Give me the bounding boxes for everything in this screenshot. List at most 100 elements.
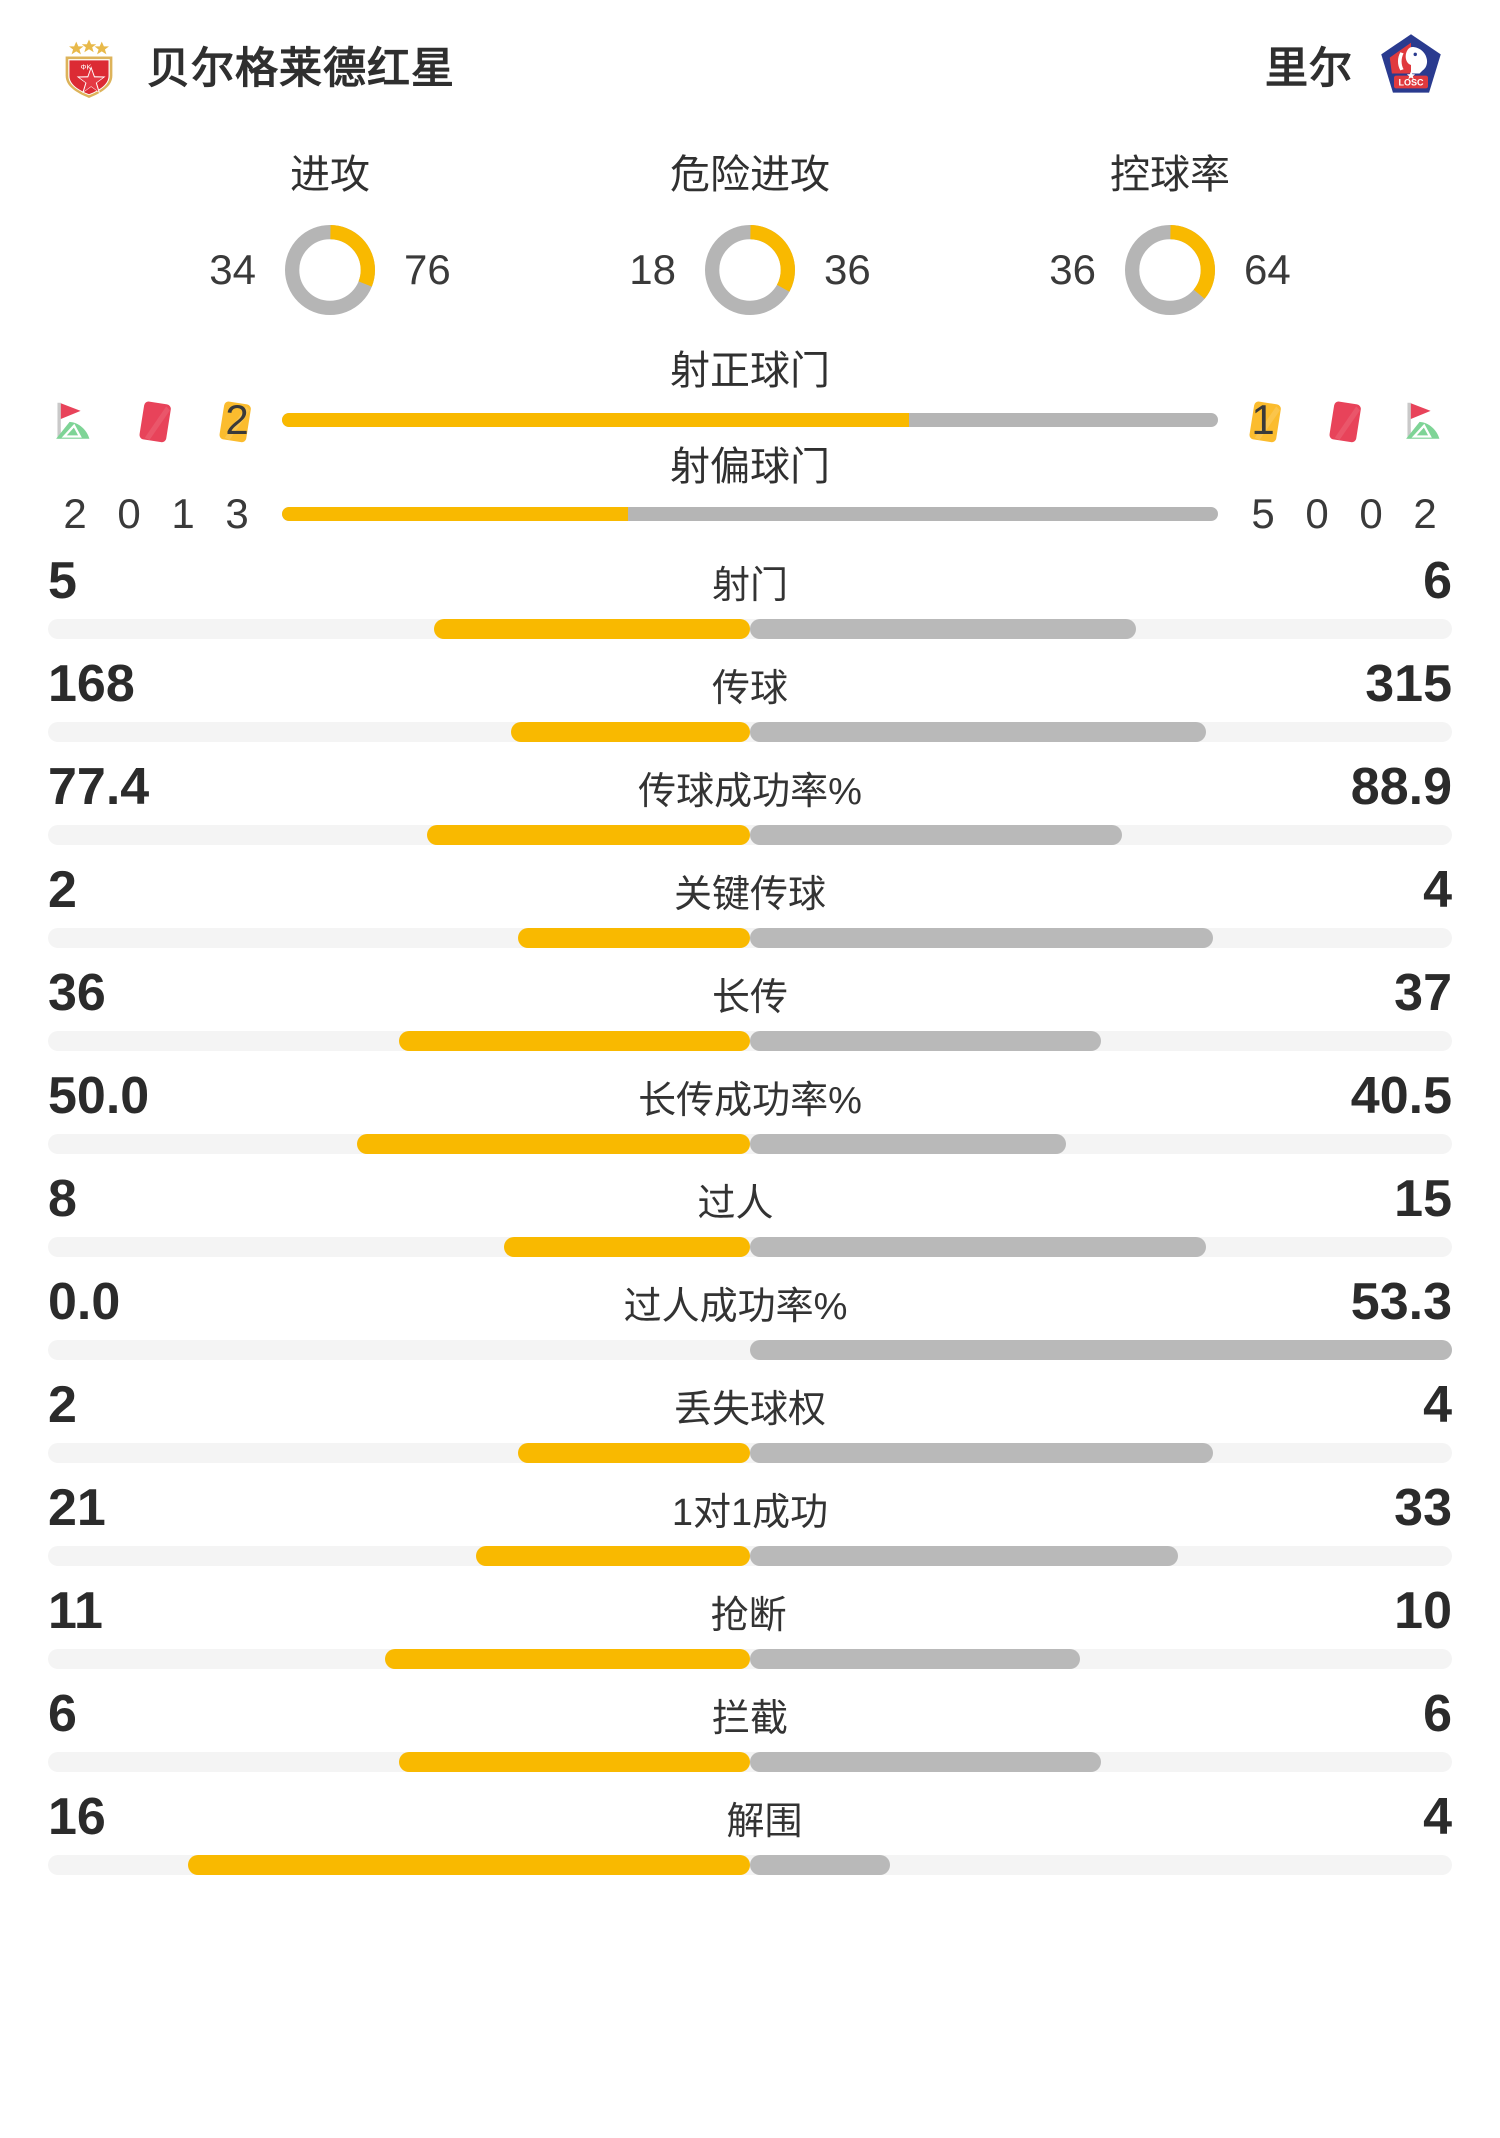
home-stat-value: 2 — [48, 1376, 77, 1434]
away-stat-value: 88.9 — [1350, 758, 1452, 816]
stat-bar — [48, 1237, 1452, 1257]
away-bar-fill — [750, 1031, 1101, 1051]
home-bar-half — [48, 1546, 750, 1566]
shots-off-target-row: 2 0 1 3 5 0 0 2 — [48, 490, 1452, 538]
stat-label: 抢断 — [710, 1595, 787, 1637]
away-bar-half — [750, 1340, 1452, 1360]
yellow-card-icon — [1249, 401, 1281, 443]
stat-row: 2 关键传球 4 — [48, 845, 1452, 948]
svg-text:ΦK: ΦK — [81, 62, 92, 71]
stat-bar — [48, 1752, 1452, 1772]
red-card-icon — [1329, 401, 1361, 443]
home-bar-half — [48, 1031, 750, 1051]
home-bar-fill — [518, 928, 750, 948]
home-stat-value: 0.0 — [48, 1273, 121, 1331]
donut-away-value: 36 — [824, 246, 871, 293]
stat-label: 传球 — [711, 668, 788, 710]
stat-row: 77.4 传球成功率% 88.9 — [48, 742, 1452, 845]
stat-bar — [48, 928, 1452, 948]
away-bar-half — [750, 1134, 1452, 1154]
away-stat-value: 6 — [1423, 1685, 1452, 1743]
home-stat-value: 11 — [48, 1582, 103, 1640]
home-stat-value: 8 — [48, 1170, 77, 1228]
away-shots-on-target: 1 — [1251, 396, 1275, 443]
away-red-cards-count: 0 — [1359, 490, 1383, 537]
home-bar-fill — [384, 1649, 750, 1669]
away-stat-value: 315 — [1365, 655, 1452, 713]
stat-bar — [48, 1031, 1452, 1051]
stat-row-header: 21 1对1成功 33 — [48, 1481, 1452, 1536]
donut-home-value: 34 — [209, 246, 256, 293]
donut-chart — [705, 225, 795, 315]
yellow-card-icon — [219, 401, 251, 443]
home-bar-fill — [434, 619, 750, 639]
stat-label: 拦截 — [711, 1698, 788, 1740]
home-team[interactable]: ΦK 贝尔格莱德红星 — [55, 31, 455, 99]
home-stat-value: 36 — [48, 964, 106, 1022]
stat-label: 过人成功率% — [623, 1286, 848, 1328]
away-bar-fill — [750, 1134, 1066, 1154]
home-bar-fill — [399, 1031, 750, 1051]
away-bar-fill — [750, 619, 1137, 639]
away-bar-fill — [750, 1340, 1452, 1360]
stat-label: 长传成功率% — [638, 1080, 862, 1122]
away-bar-fill — [750, 928, 1214, 948]
away-discipline-icons — [1238, 396, 1452, 450]
home-stat-value: 50.0 — [48, 1067, 150, 1125]
home-bar-fill — [427, 825, 750, 845]
donut-dangerous-attacks: 危险进攻 18 36 — [540, 142, 960, 320]
shots-off-target-label: 射偏球门 — [670, 445, 830, 489]
away-stat-value: 10 — [1394, 1582, 1452, 1640]
home-bar-fill — [476, 1546, 750, 1566]
home-corners-count: 2 — [63, 490, 87, 537]
donut-title: 危险进攻 — [670, 153, 830, 197]
stat-row: 0.0 过人成功率% 53.3 — [48, 1257, 1452, 1360]
stat-label: 关键传球 — [673, 874, 826, 916]
away-bar-half — [750, 1855, 1452, 1875]
stat-label: 射门 — [711, 565, 788, 607]
shots-on-target-row: 2 1 — [48, 396, 1452, 444]
donut-chart — [1125, 225, 1215, 315]
stat-bar — [48, 825, 1452, 845]
stat-row: 8 过人 15 — [48, 1154, 1452, 1257]
donut-away-value: 76 — [404, 246, 451, 293]
stat-bar — [48, 1855, 1452, 1875]
donut-title: 进攻 — [290, 153, 370, 197]
home-bar-fill — [399, 1752, 750, 1772]
stat-row-header: 0.0 过人成功率% 53.3 — [48, 1275, 1452, 1330]
stat-row-header: 8 过人 15 — [48, 1172, 1452, 1227]
away-bar-half — [750, 1031, 1452, 1051]
stat-bar — [48, 1649, 1452, 1669]
donut-summary-row: 进攻 34 76 危险进攻 18 36 控球率 36 — [0, 130, 1500, 320]
home-bar-half — [48, 1340, 750, 1360]
away-stat-value: 15 — [1394, 1170, 1452, 1228]
away-bar-half — [750, 1237, 1452, 1257]
away-team[interactable]: 里尔 LOSC — [1265, 31, 1445, 99]
stat-row: 168 传球 315 — [48, 639, 1452, 742]
away-bar-half — [750, 825, 1452, 845]
home-bar-half — [48, 1649, 750, 1669]
home-bar-fill — [504, 1237, 750, 1257]
away-bar-half — [750, 1752, 1452, 1772]
home-team-name: 贝尔格莱德红星 — [147, 45, 455, 93]
stat-row: 36 长传 37 — [48, 948, 1452, 1051]
stat-row: 50.0 长传成功率% 40.5 — [48, 1051, 1452, 1154]
stat-row: 11 抢断 10 — [48, 1566, 1452, 1669]
match-header: ΦK 贝尔格莱德红星 里尔 LOSC — [0, 0, 1500, 130]
stat-row: 2 丢失球权 4 — [48, 1360, 1452, 1463]
home-red-cards-count: 0 — [117, 490, 141, 537]
away-stat-value: 4 — [1423, 861, 1452, 919]
stat-row-header: 77.4 传球成功率% 88.9 — [48, 760, 1452, 815]
away-bar-half — [750, 1649, 1452, 1669]
stat-label: 1对1成功 — [671, 1492, 829, 1534]
stat-row: 16 解围 4 — [48, 1772, 1452, 1875]
stat-row: 6 拦截 6 — [48, 1669, 1452, 1772]
away-bar-half — [750, 1443, 1452, 1463]
discipline-shots-block: 射正球门 射偏球门 — [0, 338, 1500, 537]
away-yellow-cards-count: 0 — [1305, 490, 1329, 537]
away-bar-fill — [750, 1237, 1207, 1257]
shots-on-target-label: 射正球门 — [670, 349, 830, 393]
away-bar-fill — [750, 722, 1207, 742]
home-stat-value: 21 — [48, 1479, 106, 1537]
away-bar-half — [750, 1546, 1452, 1566]
